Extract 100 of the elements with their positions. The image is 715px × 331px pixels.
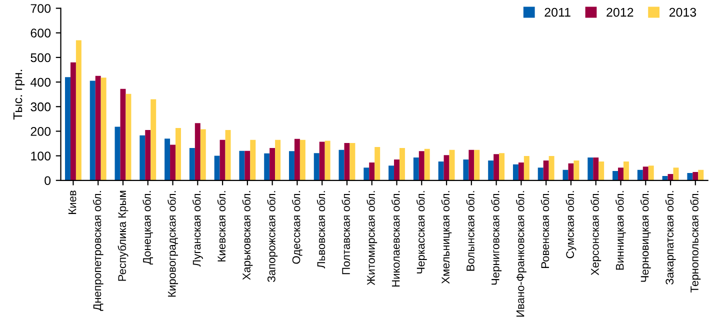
- bar: [65, 77, 70, 180]
- x-tick-label: Кировоградская обл.: [168, 191, 178, 297]
- x-tick-label: Полтавская обл.: [342, 191, 350, 274]
- bar: [598, 161, 604, 180]
- bar: [70, 62, 76, 180]
- bar: [668, 174, 674, 180]
- x-tick-label: Винницкая обл.: [615, 191, 626, 270]
- bar: [512, 164, 518, 180]
- bar: [494, 154, 500, 180]
- bar: [698, 170, 704, 180]
- x-tick-label: Днепропетровская обл.: [92, 191, 104, 311]
- y-tick-label: 500: [30, 53, 51, 62]
- y-axis-title: Тыс. грн.: [13, 70, 25, 120]
- x-tick-label: Киев: [68, 190, 76, 214]
- legend-label: 2012: [606, 8, 634, 17]
- bar: [463, 159, 469, 180]
- y-tick-label: 700: [30, 4, 51, 13]
- x-tick-label: Харьковская обл.: [242, 191, 253, 280]
- bar: [612, 171, 618, 180]
- bar: [314, 153, 320, 180]
- x-tick-label: Хмельницкая обл.: [441, 191, 452, 284]
- x-tick-label: Луганская обл.: [192, 191, 203, 267]
- bar: [374, 146, 380, 180]
- x-tick-label: Житомирская обл.: [366, 191, 378, 286]
- bar: [593, 158, 599, 180]
- bar: [194, 123, 200, 180]
- bar: [642, 166, 648, 180]
- x-tick-label: Киевская обл.: [217, 191, 226, 262]
- bar: [250, 140, 256, 180]
- x-tick-label: Республика Крым: [118, 190, 128, 281]
- x-tick-label: Запорожская обл.: [267, 191, 278, 282]
- bar: [294, 138, 300, 180]
- bar: [444, 155, 450, 180]
- bar: [488, 160, 494, 180]
- x-tick-label: Львовская обл.: [316, 191, 326, 268]
- x-tick-label: Черниговская обл.: [491, 191, 502, 285]
- bar: [140, 135, 146, 180]
- legend-label: 2011: [544, 8, 570, 17]
- bar: [324, 140, 330, 180]
- x-tick-label: Тернопольская обл.: [690, 191, 701, 292]
- x-tick-label: Херсонская обл.: [590, 191, 602, 276]
- bar: [687, 173, 693, 180]
- bar: [120, 88, 126, 180]
- bar: [662, 176, 668, 180]
- bar: [438, 161, 444, 180]
- y-tick-label: 300: [30, 102, 51, 112]
- bar: [114, 126, 120, 180]
- x-tick-label: Волынская обл.: [466, 191, 474, 271]
- bar: [225, 130, 231, 180]
- bar: [270, 148, 276, 180]
- x-tick-label: Ивано-Франковская обл.: [516, 191, 526, 317]
- bar: [543, 160, 549, 180]
- bar: [474, 150, 480, 180]
- bar: [618, 168, 624, 180]
- x-tick-label: Одесская обл.: [292, 191, 302, 264]
- bar: [319, 142, 325, 180]
- bar: [220, 140, 226, 180]
- bar: [145, 130, 151, 180]
- x-tick-label: Закарпатская обл.: [665, 191, 676, 285]
- bar: [100, 78, 106, 180]
- bar: [344, 143, 350, 180]
- bar: [300, 140, 306, 180]
- bar: [692, 172, 698, 180]
- bar: [150, 99, 156, 180]
- y-tick-label: 400: [30, 78, 51, 87]
- y-tick-label: 200: [30, 127, 51, 136]
- bar: [288, 151, 294, 180]
- bar: [568, 163, 574, 180]
- bar: [338, 150, 344, 180]
- x-tick-label: Сумская обл.: [566, 191, 576, 258]
- bar: [524, 156, 530, 180]
- x-tick-label: Черкасская обл.: [416, 191, 427, 274]
- bar: [239, 150, 245, 180]
- bar: [623, 161, 629, 180]
- bar: [200, 129, 206, 180]
- bar: [394, 159, 400, 180]
- bar: [499, 153, 505, 180]
- bar: [170, 144, 176, 180]
- y-tick-label: 100: [31, 152, 51, 160]
- bar: [95, 76, 101, 180]
- bar: [264, 153, 270, 180]
- y-tick-label: 0: [44, 176, 51, 186]
- legend-label: 2013: [669, 8, 696, 17]
- bar: [518, 162, 524, 180]
- bar: [164, 138, 170, 180]
- bar: [574, 160, 580, 180]
- bar: [588, 158, 594, 180]
- bar: [399, 148, 405, 180]
- bar: [388, 166, 394, 180]
- bar: [244, 150, 250, 180]
- x-tick-label: Донецкая обл.: [142, 191, 153, 265]
- bar: [90, 80, 96, 180]
- x-tick-label: Ровенская обл.: [540, 191, 550, 268]
- bar: [76, 40, 82, 180]
- bar: [418, 151, 424, 180]
- bar: [548, 156, 554, 180]
- bar: [126, 94, 132, 180]
- bar: [369, 162, 375, 180]
- bar: [637, 170, 643, 180]
- bar: [275, 140, 281, 180]
